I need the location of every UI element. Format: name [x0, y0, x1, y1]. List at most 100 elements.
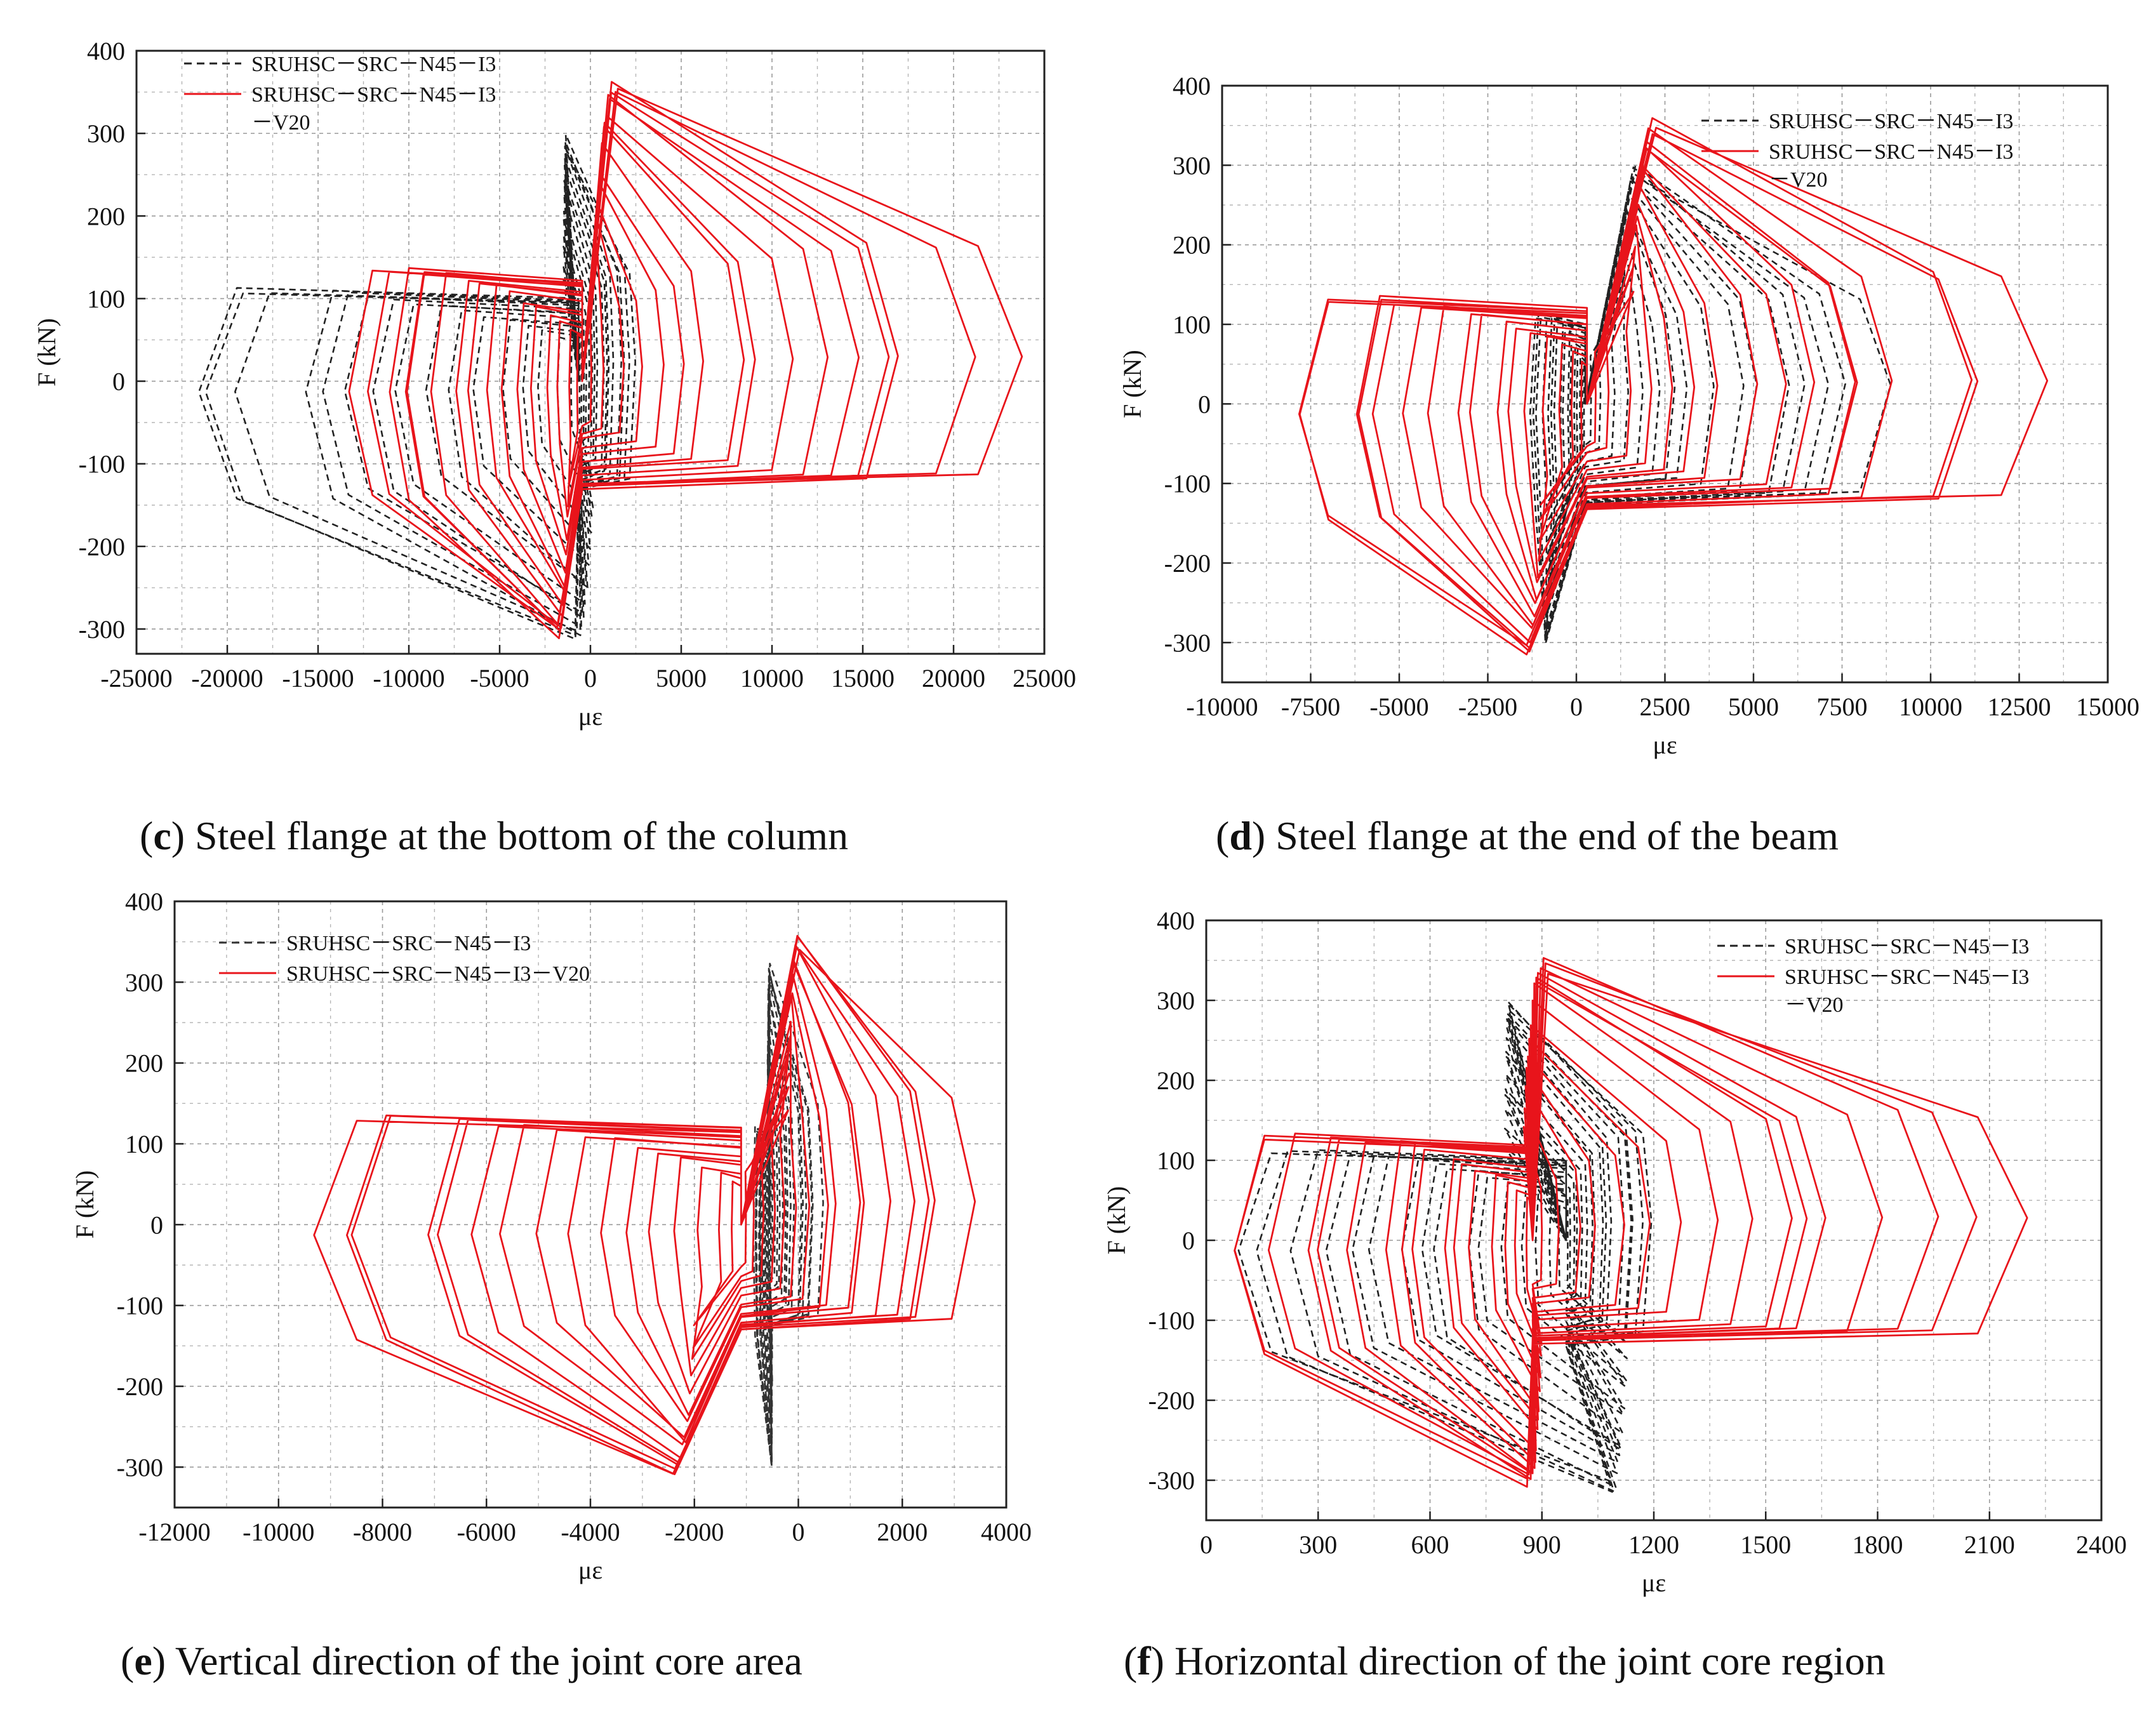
series-line [1529, 164, 1892, 645]
x-tick-label: 0 [1570, 693, 1583, 721]
y-tick-label: -300 [117, 1453, 163, 1482]
y-tick-label: 300 [1173, 151, 1211, 180]
x-tick-label: 1800 [1853, 1530, 1903, 1559]
x-tick-label: -15000 [282, 664, 354, 693]
x-tick-label: -6000 [457, 1518, 516, 1546]
chart-svg-d: -10000 -7500 -5000 -2500 0 2500 5000 7500 10000 1… [1118, 72, 2139, 759]
series-e-n45-i3-v20 [313, 934, 976, 1475]
y-tick-label: 200 [1157, 1066, 1195, 1095]
y-tick-label: 100 [1173, 310, 1211, 339]
x-tick-label: 15000 [2076, 693, 2139, 721]
y-tick-label: 400 [1157, 906, 1195, 935]
x-tick-label: -2000 [665, 1518, 724, 1546]
y-tick-label: 300 [1157, 986, 1195, 1015]
series-line [1298, 117, 2049, 656]
caption-f: (f) Horizontal direction of the joint co… [1124, 1638, 1886, 1683]
x-tick-label: -10000 [373, 664, 444, 693]
caption-d: (d) Steel flange at the end of the beam [1216, 813, 1839, 858]
caption-d-text: Steel flange at the end of the beam [1275, 813, 1839, 858]
x-tick-label: -4000 [561, 1518, 620, 1546]
y-tick-label: -300 [1164, 628, 1211, 657]
x-tick-label: 15000 [831, 664, 895, 693]
caption-e-text: Vertical direction of the joint core are… [175, 1638, 802, 1683]
x-tick-label: -10000 [1186, 693, 1258, 721]
axes-f: 0 300 600 900 1200 1500 1800 2100 2400 -300 -200 -1… [1102, 906, 2127, 1597]
caption-c-letter: c [153, 813, 171, 858]
y-tick-label: -100 [117, 1292, 163, 1320]
legend-label: SRUHSC－SRC－N45－I3 [1769, 140, 2013, 164]
y-tick-label: 100 [87, 284, 125, 313]
x-tick-label: -20000 [191, 664, 263, 693]
caption-e-letter: e [134, 1638, 152, 1683]
x-tick-label: 2000 [877, 1518, 928, 1546]
x-tick-label: 0 [792, 1518, 805, 1546]
legend-label: SRUHSC－SRC－N45－I3 [251, 53, 496, 76]
x-axis-label: με [578, 702, 602, 731]
y-tick-label: -100 [1148, 1306, 1195, 1335]
legend-d: SRUHSC－SRC－N45－I3 SRUHSC－SRC－N45－I3 －V20 [1701, 110, 2013, 192]
caption-f-text: Horizontal direction of the joint core r… [1174, 1638, 1886, 1683]
chart-panel-d: -10000 -7500 -5000 -2500 0 2500 5000 7500 10000 1… [1117, 63, 2139, 774]
x-tick-label: 4000 [981, 1518, 1032, 1546]
series-c-n45-i3-v20 [348, 81, 1023, 639]
x-tick-label: 1200 [1628, 1530, 1679, 1559]
y-tick-label: 400 [87, 37, 125, 65]
x-tick-label: -5000 [1369, 693, 1428, 721]
legend-label: SRUHSC－SRC－N45－I3 [1785, 935, 2029, 958]
x-tick-label: 900 [1523, 1530, 1561, 1559]
y-axis-label: F (kN) [1118, 350, 1147, 418]
grid-f [1206, 920, 2101, 1520]
legend-label: －V20 [1769, 168, 1828, 192]
caption-c: (c) Steel flange at the bottom of the co… [140, 813, 849, 858]
x-tick-label: -2500 [1458, 693, 1517, 721]
series-line [348, 81, 1023, 639]
x-tick-label: 12500 [1988, 693, 2051, 721]
series-d-n45-i3 [1529, 164, 1892, 645]
x-tick-label: -5000 [470, 664, 529, 693]
legend-f: SRUHSC－SRC－N45－I3 SRUHSC－SRC－N45－I3 －V20 [1717, 935, 2029, 1017]
series-e-n45-i3 [752, 962, 824, 1468]
caption-d-letter: d [1229, 813, 1252, 858]
chart-panel-f: 0 300 600 900 1200 1500 1800 2100 2400 -300 -200 -1… [1102, 901, 2127, 1619]
legend-label: SRUHSC－SRC－N45－I3 [1785, 965, 2029, 989]
x-axis-label: με [1642, 1568, 1666, 1597]
x-tick-label: 10000 [740, 664, 804, 693]
x-axis-label: με [1653, 731, 1677, 759]
y-tick-label: 0 [150, 1210, 163, 1239]
y-tick-label: 100 [125, 1130, 163, 1158]
caption-e: (e) Vertical direction of the joint core… [121, 1638, 802, 1683]
y-tick-label: 100 [1157, 1146, 1195, 1175]
series-line [198, 133, 636, 640]
x-tick-label: -12000 [138, 1518, 210, 1546]
legend-label: SRUHSC－SRC－N45－I3 [251, 83, 496, 107]
y-tick-label: 300 [125, 968, 163, 997]
x-tick-label: 2100 [1964, 1530, 2015, 1559]
legend-label: －V20 [251, 111, 310, 135]
series-c-n45-i3 [198, 133, 636, 640]
y-tick-label: -300 [79, 615, 125, 644]
y-axis-label: F (kN) [70, 1170, 99, 1239]
x-tick-label: 600 [1411, 1530, 1449, 1559]
y-tick-label: -100 [1164, 470, 1211, 498]
legend-e: SRUHSC－SRC－N45－I3 SRUHSC－SRC－N45－I3－V20 [219, 932, 590, 986]
x-tick-label: 10000 [1899, 693, 1962, 721]
y-tick-label: 0 [112, 368, 125, 396]
x-tick-label: 5000 [656, 664, 707, 693]
caption-c-text: Steel flange at the bottom of the column [195, 813, 849, 858]
series-line [752, 962, 824, 1468]
legend-label: －V20 [1785, 993, 1844, 1017]
chart-svg-f: 0 300 600 900 1200 1500 1800 2100 2400 -300 -200 -1… [1102, 906, 2127, 1597]
x-tick-label: -7500 [1281, 693, 1340, 721]
x-tick-label: -8000 [353, 1518, 412, 1546]
y-tick-label: 200 [87, 202, 125, 230]
series-line [1237, 1000, 1653, 1493]
y-tick-label: -300 [1148, 1466, 1195, 1495]
y-tick-label: -200 [1148, 1386, 1195, 1415]
y-tick-label: 300 [87, 119, 125, 148]
axes-c: -25000 -20000 -15000 -10000 -5000 0 5000 10000 1… [32, 37, 1076, 731]
legend-label: SRUHSC－SRC－N45－I3 [1769, 110, 2013, 133]
y-tick-label: 400 [125, 887, 163, 916]
series-line [313, 934, 976, 1475]
y-tick-label: 0 [1182, 1226, 1195, 1255]
x-tick-label: 5000 [1728, 693, 1779, 721]
